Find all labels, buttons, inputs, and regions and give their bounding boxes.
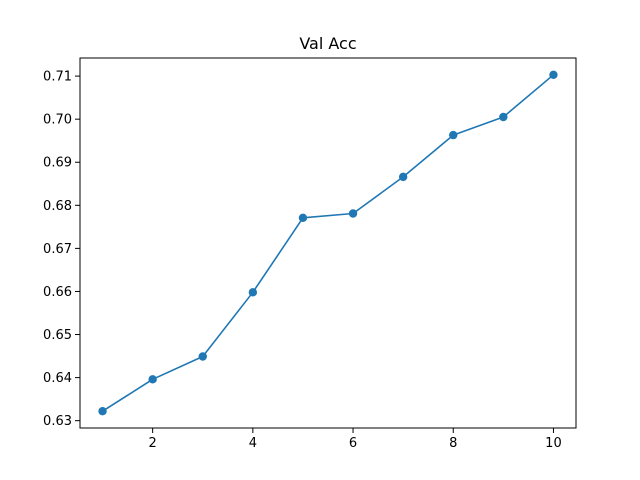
axis-ticks: 2 4 6 8 10 0.63 0.64 0.65 0.66 0.67 0.68 0.69 0.70 0.… — [43, 70, 562, 451]
y-tick-label: 0.63 — [43, 414, 72, 429]
x-tick-label: 2 — [149, 436, 157, 451]
plot-area-frame — [79, 57, 577, 429]
data-point — [398, 172, 408, 182]
data-series — [98, 70, 558, 416]
y-tick-label: 0.67 — [43, 242, 72, 257]
data-point — [298, 213, 308, 223]
data-point — [98, 407, 107, 416]
y-tick-label: 0.66 — [43, 285, 72, 300]
x-tick-label: 8 — [449, 436, 457, 451]
data-point — [449, 130, 458, 140]
x-tick-label: 10 — [545, 436, 562, 451]
data-point — [348, 209, 358, 218]
y-tick-label: 0.64 — [43, 371, 72, 386]
y-tick-label: 0.69 — [43, 156, 72, 171]
data-point — [499, 112, 508, 122]
data-point — [148, 375, 157, 384]
chart-title: Val Acc — [299, 34, 356, 53]
data-point — [198, 352, 207, 361]
data-point — [248, 288, 258, 297]
series-line — [102, 74, 554, 412]
y-tick-label: 0.71 — [43, 70, 72, 85]
y-tick-label: 0.70 — [43, 113, 72, 128]
y-tick-label: 0.68 — [43, 199, 72, 214]
x-tick-label: 6 — [349, 436, 357, 451]
x-tick-label: 4 — [249, 436, 257, 451]
data-point — [549, 70, 558, 79]
y-tick-label: 0.65 — [43, 328, 72, 343]
